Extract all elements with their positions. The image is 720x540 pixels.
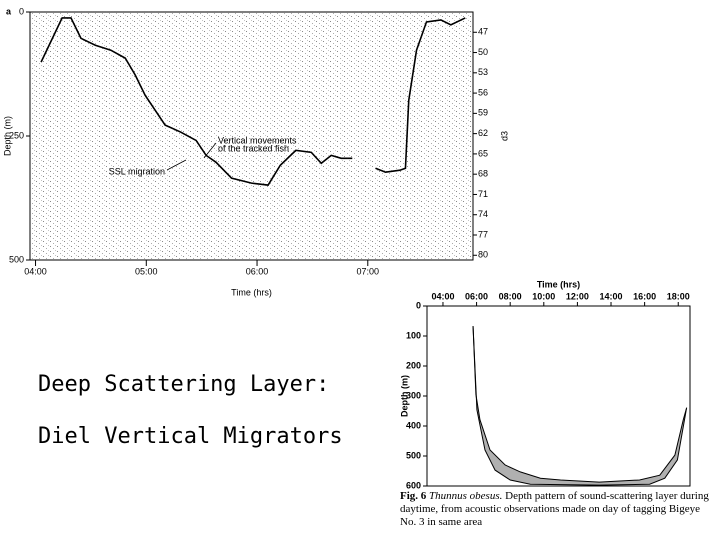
y2-tick-label: 56 xyxy=(478,87,488,97)
caption-label: Fig. 6 xyxy=(400,490,427,502)
caption-species: Thunnus obesus. xyxy=(429,490,503,502)
band-fill xyxy=(473,326,687,486)
plot-frame xyxy=(426,305,691,487)
y2-tick-label: 59 xyxy=(478,108,488,118)
y2-tick-label: 71 xyxy=(478,189,488,199)
echogram xyxy=(30,12,473,260)
caption: Fig. 6 Thunnus obesus. Depth pattern of … xyxy=(400,490,710,529)
y-tick-label: 300 xyxy=(406,390,421,400)
y-tick-label: 500 xyxy=(406,450,421,460)
x-tick-label: 16:00 xyxy=(633,291,656,301)
y-axis-label: Depth (m) xyxy=(2,116,12,156)
y2-tick-label: 74 xyxy=(478,209,488,219)
x-tick-label: 05:00 xyxy=(135,266,158,276)
x-tick-label: 10:00 xyxy=(532,291,555,301)
x-tick-label: 14:00 xyxy=(600,291,623,301)
y2-tick-label: 80 xyxy=(478,250,488,260)
x-tick-label: 12:00 xyxy=(566,291,589,301)
y-tick-label: 500 xyxy=(9,254,24,264)
slide-line: Diel Vertical Migrators xyxy=(38,424,343,449)
x-axis-label: Time (hrs) xyxy=(231,287,272,297)
panel-label: a xyxy=(6,6,12,16)
series-line xyxy=(472,326,688,483)
y2-tick-label: 65 xyxy=(478,148,488,158)
y-tick-label: 250 xyxy=(9,130,24,140)
y2-axis-label: d3 xyxy=(499,131,509,141)
y2-tick-label: 62 xyxy=(478,128,488,138)
x-tick-label: 04:00 xyxy=(24,266,47,276)
annotation: SSL migration xyxy=(109,166,165,176)
arrow xyxy=(166,159,187,171)
y-tick-label: 200 xyxy=(406,360,421,370)
y-tick-label: 0 xyxy=(19,6,24,16)
y2-tick-label: 77 xyxy=(478,229,488,239)
x-tick-label: 04:00 xyxy=(431,291,454,301)
y-tick-label: 100 xyxy=(406,330,421,340)
y-axis-label: Depth (m) xyxy=(399,375,409,417)
caption-text: Depth pattern of sound-scattering layer … xyxy=(400,490,709,528)
annotation: of the tracked fish xyxy=(218,143,289,153)
y-tick-label: 600 xyxy=(406,480,421,490)
x-axis-label: Time (hrs) xyxy=(537,279,580,289)
y2-tick-label: 53 xyxy=(478,67,488,77)
x-tick-label: 06:00 xyxy=(246,266,269,276)
y2-tick-label: 68 xyxy=(478,169,488,179)
slide-line: Deep Scattering Layer: xyxy=(38,372,330,397)
x-tick-label: 06:00 xyxy=(465,291,488,301)
x-tick-label: 08:00 xyxy=(499,291,522,301)
x-tick-label: 18:00 xyxy=(667,291,690,301)
x-tick-label: 07:00 xyxy=(357,266,380,276)
series-line xyxy=(472,326,688,486)
y-tick-label: 400 xyxy=(406,420,421,430)
series-line xyxy=(40,17,466,186)
y2-tick-label: 47 xyxy=(478,27,488,37)
y-tick-label: 0 xyxy=(416,300,421,310)
annotation: Vertical movements xyxy=(218,135,297,145)
y2-tick-label: 50 xyxy=(478,47,488,57)
